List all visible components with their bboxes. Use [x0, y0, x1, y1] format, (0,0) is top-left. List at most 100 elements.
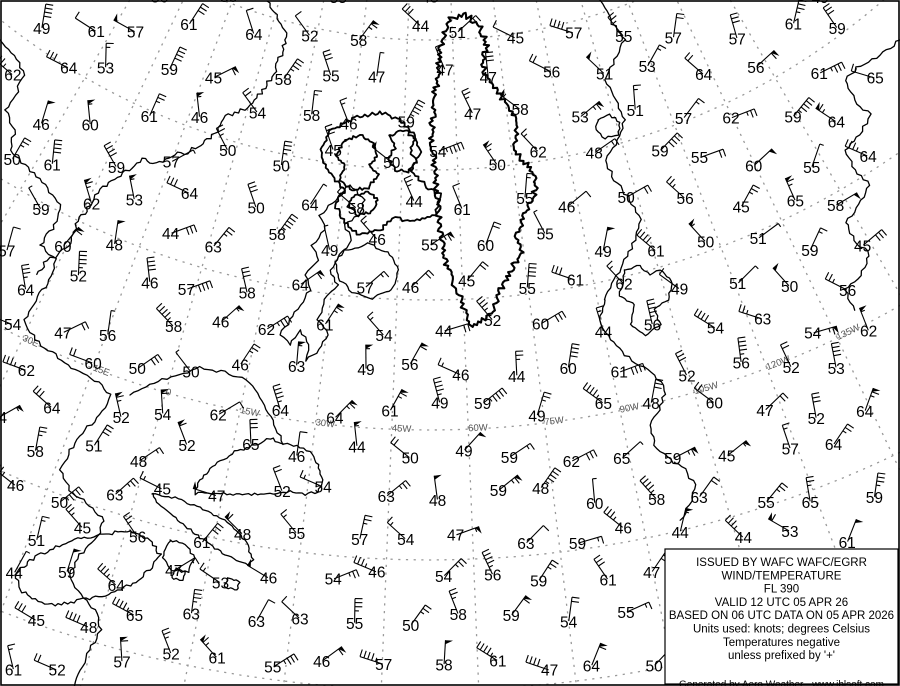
- svg-text:60: 60: [560, 361, 578, 378]
- svg-text:48: 48: [130, 454, 147, 471]
- svg-text:46: 46: [260, 571, 277, 588]
- svg-text:56: 56: [401, 357, 418, 374]
- svg-text:52: 52: [783, 360, 800, 377]
- svg-text:50: 50: [273, 159, 291, 176]
- svg-text:Units used: knots; degrees Cel: Units used: knots; degrees Celsius: [693, 624, 870, 636]
- svg-text:57: 57: [665, 31, 682, 48]
- svg-text:64: 64: [292, 277, 310, 294]
- svg-text:64: 64: [43, 400, 61, 417]
- svg-text:61: 61: [454, 202, 471, 219]
- svg-text:48: 48: [80, 620, 97, 637]
- svg-text:52: 52: [301, 29, 318, 46]
- svg-text:50: 50: [781, 279, 799, 296]
- svg-text:64: 64: [301, 198, 319, 215]
- svg-text:55: 55: [757, 495, 774, 512]
- svg-text:55: 55: [421, 238, 438, 255]
- svg-text:61: 61: [88, 24, 105, 41]
- svg-text:45: 45: [28, 613, 45, 630]
- svg-text:64: 64: [856, 404, 874, 421]
- svg-text:46: 46: [558, 200, 575, 217]
- svg-text:58: 58: [165, 319, 182, 336]
- svg-text:48: 48: [532, 481, 549, 498]
- svg-text:61: 61: [489, 653, 506, 670]
- svg-text:50: 50: [489, 158, 507, 175]
- svg-text:59: 59: [829, 21, 846, 38]
- svg-text:62: 62: [4, 68, 21, 85]
- svg-text:54: 54: [314, 479, 332, 496]
- svg-text:57: 57: [356, 280, 373, 297]
- svg-text:44: 44: [6, 566, 24, 583]
- svg-text:64: 64: [583, 659, 601, 676]
- svg-text:61: 61: [611, 365, 628, 382]
- svg-text:64: 64: [695, 67, 713, 84]
- svg-text:65: 65: [867, 71, 884, 88]
- svg-text:65: 65: [595, 396, 612, 413]
- svg-text:52: 52: [274, 484, 291, 501]
- svg-text:55: 55: [537, 227, 554, 244]
- svg-text:53: 53: [639, 59, 656, 76]
- svg-text:60: 60: [84, 356, 102, 373]
- svg-text:50: 50: [697, 235, 715, 252]
- svg-text:64: 64: [17, 283, 35, 300]
- svg-text:62: 62: [615, 277, 632, 294]
- svg-text:49: 49: [594, 244, 611, 261]
- svg-text:44: 44: [508, 369, 526, 386]
- svg-text:45: 45: [205, 70, 222, 87]
- svg-text:44: 44: [672, 525, 690, 542]
- svg-text:45: 45: [733, 199, 750, 216]
- svg-text:47: 47: [480, 70, 497, 87]
- svg-text:58: 58: [275, 72, 292, 89]
- svg-text:60: 60: [82, 118, 100, 135]
- svg-text:58: 58: [303, 108, 320, 125]
- svg-text:58: 58: [648, 492, 665, 509]
- svg-text:47: 47: [165, 563, 182, 580]
- svg-text:50: 50: [402, 618, 420, 635]
- svg-text:44: 44: [162, 226, 180, 243]
- svg-text:47: 47: [447, 528, 464, 545]
- svg-text:59: 59: [801, 243, 818, 260]
- svg-text:58: 58: [512, 102, 529, 119]
- svg-text:56: 56: [99, 328, 116, 345]
- svg-text:44: 44: [595, 324, 613, 341]
- svg-text:54: 54: [375, 328, 393, 345]
- svg-text:56: 56: [484, 568, 501, 585]
- svg-text:53: 53: [828, 361, 845, 378]
- svg-text:61: 61: [567, 273, 584, 290]
- svg-text:55: 55: [264, 660, 281, 677]
- svg-text:48: 48: [234, 527, 251, 544]
- svg-text:64: 64: [245, 27, 263, 44]
- svg-text:45: 45: [507, 31, 524, 48]
- svg-text:58: 58: [348, 201, 365, 218]
- svg-text:55: 55: [615, 29, 632, 46]
- svg-text:55: 55: [803, 160, 820, 177]
- svg-text:50: 50: [645, 659, 663, 676]
- svg-text:53: 53: [571, 110, 588, 127]
- svg-text:55: 55: [288, 526, 305, 543]
- svg-text:49: 49: [528, 409, 545, 426]
- svg-text:60: 60: [54, 239, 72, 256]
- svg-text:61: 61: [811, 66, 828, 83]
- svg-text:61: 61: [647, 244, 664, 261]
- svg-text:60: 60: [706, 396, 724, 413]
- svg-text:BASED ON 06 UTC DATA ON 05 APR: BASED ON 06 UTC DATA ON 05 APR 2026: [669, 610, 894, 622]
- svg-text:57: 57: [565, 26, 582, 43]
- svg-text:49: 49: [321, 243, 338, 260]
- svg-text:62: 62: [83, 196, 100, 213]
- svg-text:59: 59: [501, 450, 518, 467]
- svg-text:58: 58: [450, 607, 467, 624]
- svg-text:46: 46: [7, 478, 24, 495]
- svg-text:56: 56: [543, 65, 560, 82]
- svg-text:46: 46: [232, 357, 249, 374]
- svg-text:60: 60: [586, 496, 604, 513]
- svg-text:46: 46: [340, 116, 357, 133]
- svg-text:55: 55: [322, 68, 339, 85]
- svg-text:64: 64: [60, 61, 78, 78]
- svg-text:47: 47: [756, 403, 773, 420]
- svg-text:65: 65: [126, 608, 143, 625]
- svg-text:59: 59: [784, 109, 801, 126]
- svg-text:63: 63: [754, 312, 771, 329]
- svg-text:47: 47: [464, 106, 481, 123]
- svg-text:48: 48: [586, 146, 603, 163]
- svg-text:52: 52: [808, 411, 825, 428]
- svg-text:61: 61: [599, 572, 616, 589]
